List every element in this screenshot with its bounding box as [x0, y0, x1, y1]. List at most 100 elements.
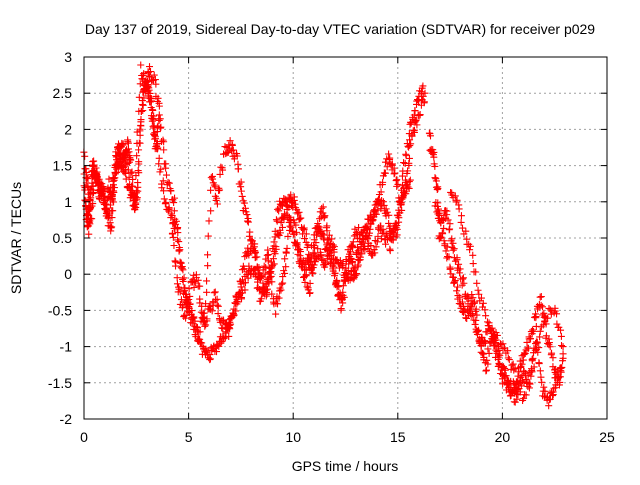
data-point [304, 284, 312, 292]
data-point [413, 121, 421, 129]
data-point [322, 261, 330, 269]
data-point [146, 63, 154, 71]
data-point [165, 205, 173, 213]
data-point [81, 152, 89, 160]
data-point [213, 295, 221, 303]
data-point [211, 288, 219, 296]
data-point [271, 227, 279, 235]
data-point [445, 253, 453, 261]
data-point [225, 332, 233, 340]
data-point [528, 326, 536, 334]
data-point [226, 325, 234, 333]
data-point [240, 265, 248, 273]
data-point [175, 244, 183, 252]
data-point [367, 242, 375, 250]
data-point [377, 235, 385, 243]
data-point [307, 265, 315, 273]
data-point [393, 176, 401, 184]
data-point [482, 367, 490, 375]
data-point [335, 283, 343, 291]
data-point [228, 147, 236, 155]
data-point [319, 203, 327, 211]
data-point [458, 224, 466, 232]
data-point [492, 336, 500, 344]
data-point [136, 131, 144, 139]
data-point [472, 316, 480, 324]
data-point [505, 384, 513, 392]
data-point [152, 80, 160, 88]
data-point [484, 360, 492, 368]
data-point [190, 277, 198, 285]
data-point [111, 174, 119, 182]
data-point [469, 260, 477, 268]
data-point [277, 286, 285, 294]
data-point [108, 191, 116, 199]
data-point [557, 326, 565, 334]
data-point [238, 192, 246, 200]
data-point [179, 277, 187, 285]
data-point [169, 233, 177, 241]
data-point [527, 335, 535, 343]
data-point [533, 338, 541, 346]
data-point [257, 295, 265, 303]
data-point [274, 300, 282, 308]
data-point [479, 349, 487, 357]
data-point [146, 73, 154, 81]
data-point [228, 312, 236, 320]
data-point [111, 161, 119, 169]
data-point [230, 311, 238, 319]
data-point [522, 391, 530, 399]
data-point [165, 179, 173, 187]
data-point [471, 298, 479, 306]
data-point [379, 225, 387, 233]
data-point [207, 305, 215, 313]
data-point [301, 278, 309, 286]
data-point [475, 335, 483, 343]
data-point [208, 307, 216, 315]
data-point [261, 270, 269, 278]
data-point [451, 192, 459, 200]
data-point [105, 175, 113, 183]
data-point [240, 199, 248, 207]
x-tick-label: 15 [390, 429, 406, 445]
data-point [453, 254, 461, 262]
data-point [127, 156, 135, 164]
data-point [516, 378, 524, 386]
y-tick-label: -2 [60, 411, 73, 427]
data-point [546, 395, 554, 403]
data-point [437, 233, 445, 241]
data-point [499, 345, 507, 353]
data-point [450, 245, 458, 253]
data-point [355, 256, 363, 264]
data-point [408, 132, 416, 140]
data-point [159, 177, 167, 185]
data-point [498, 364, 506, 372]
data-point [334, 290, 342, 298]
data-point [321, 212, 329, 220]
data-point [381, 169, 389, 177]
data-point [351, 225, 359, 233]
data-point [385, 150, 393, 158]
data-point [171, 194, 179, 202]
data-point [485, 319, 493, 327]
data-point [418, 88, 426, 96]
y-tick-label: -1 [60, 339, 73, 355]
data-point [147, 94, 155, 102]
data-point [239, 276, 247, 284]
data-point [206, 355, 214, 363]
data-point [455, 205, 463, 213]
data-point [106, 219, 114, 227]
data-point [196, 328, 204, 336]
data-point [464, 312, 472, 320]
data-point [339, 282, 347, 290]
data-point [517, 382, 525, 390]
data-point [468, 290, 476, 298]
data-point [522, 375, 530, 383]
data-point [168, 229, 176, 237]
data-point [330, 243, 338, 251]
data-point [105, 213, 113, 221]
data-point [358, 250, 366, 258]
data-point [237, 178, 245, 186]
data-point [546, 306, 554, 314]
data-point [410, 126, 418, 134]
